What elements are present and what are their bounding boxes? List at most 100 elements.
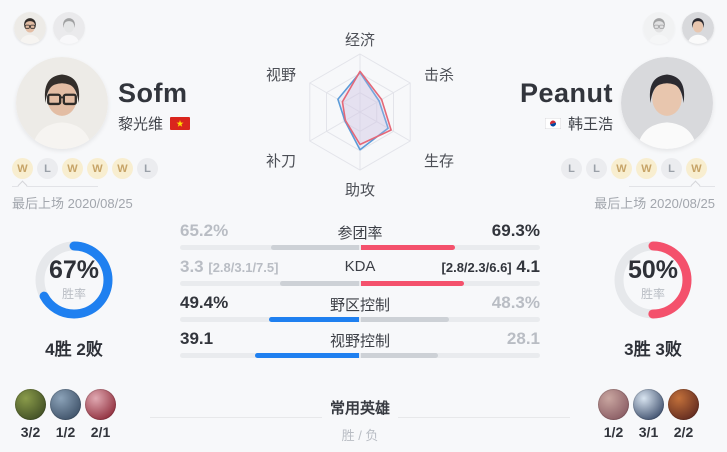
stat-right-value: [2.8/2.3/6.6] 4.1	[441, 257, 540, 276]
champion-item: 2/2	[668, 389, 699, 440]
loss-badge[interactable]: L	[586, 158, 607, 179]
player-thumb-inactive[interactable]	[53, 12, 85, 44]
win-badge[interactable]: W	[12, 158, 33, 179]
common-champions-title: 常用英雄	[329, 400, 390, 417]
stat-right-value: 69.3%	[491, 221, 540, 240]
loss-badge[interactable]: L	[137, 158, 158, 179]
win-badge[interactable]: W	[686, 158, 707, 179]
stat-bar-right	[361, 281, 464, 286]
record-left: 4胜 2败	[45, 340, 103, 359]
champion-3-icon[interactable]	[85, 389, 116, 420]
stat-bar-track	[180, 317, 540, 322]
player-name-right: Peanut	[519, 78, 613, 108]
divider	[150, 417, 322, 418]
stat-right-value: 48.3%	[491, 293, 540, 312]
korea-flag-icon	[544, 117, 562, 130]
stat-left-value: 49.4%	[180, 293, 229, 312]
record-right: 3胜 3败	[624, 340, 682, 359]
svg-text:生存: 生存	[424, 153, 454, 170]
player-thumb-inactive[interactable]	[643, 12, 675, 44]
donut-value-arc	[614, 241, 692, 319]
last-played-date: 2020/08/25	[649, 196, 715, 211]
champion-item: 2/1	[85, 389, 116, 440]
svg-text:补刀: 补刀	[266, 153, 296, 170]
player-info-left: Sofm 黎光维	[118, 79, 191, 134]
caret-marker	[690, 180, 701, 191]
stat-row-team-fight-rate: 参团率 65.2% 69.3%	[180, 221, 540, 250]
svg-text:助攻: 助攻	[345, 182, 375, 199]
champion-2-icon[interactable]	[50, 389, 81, 420]
champion-score: 3/1	[638, 424, 659, 440]
player-photo-right	[621, 57, 713, 149]
champion-score: 2/2	[673, 424, 694, 440]
stat-label: 视野控制	[329, 333, 390, 350]
stat-left-value: 65.2%	[180, 221, 229, 240]
last-played-date: 2020/08/25	[67, 196, 133, 211]
svg-text:击杀: 击杀	[424, 67, 454, 84]
last-played-label: 最后上场	[12, 196, 65, 211]
stat-label: 野区控制	[329, 297, 390, 314]
last-played-left: 最后上场 2020/08/25	[12, 193, 133, 212]
win-badge[interactable]: W	[87, 158, 108, 179]
winrate-donut-left: 67% 胜率	[32, 238, 116, 322]
stat-bar-left	[271, 245, 359, 250]
svg-text:经济: 经济	[345, 32, 375, 49]
winrate-donut-right: 50% 胜率	[611, 238, 695, 322]
stat-left-value: 39.1	[180, 329, 214, 348]
champion-1-icon[interactable]	[15, 389, 46, 420]
stat-label: 参团率	[337, 225, 383, 242]
loss-badge[interactable]: L	[661, 158, 682, 179]
divider	[398, 417, 570, 418]
champions-right: 1/2 3/1 2/2	[598, 389, 699, 440]
win-badge[interactable]: W	[62, 158, 83, 179]
stat-bar-right	[361, 317, 449, 322]
champion-4-icon[interactable]	[598, 389, 629, 420]
win-badge[interactable]: W	[611, 158, 632, 179]
common-champions-header: 常用英雄 胜 / 负	[303, 397, 417, 444]
player-thumb-active[interactable]	[682, 12, 714, 44]
champion-item: 1/2	[598, 389, 629, 440]
winrate-label: 胜率	[640, 287, 665, 301]
player-photo-left	[16, 57, 108, 149]
stat-row-jungle-control: 野区控制 49.4% 48.3%	[180, 293, 540, 322]
stat-left-value: 3.3 [2.8/3.1/7.5]	[180, 257, 279, 276]
loss-badge[interactable]: L	[561, 158, 582, 179]
champion-5-icon[interactable]	[633, 389, 664, 420]
stat-right-value: 28.1	[506, 329, 540, 348]
champion-item: 3/2	[15, 389, 46, 440]
champion-item: 3/1	[633, 389, 664, 440]
results-axis-right	[629, 180, 715, 191]
stat-bar-right	[361, 245, 455, 250]
champions-left: 3/2 1/2 2/1	[15, 389, 116, 440]
champion-score: 2/1	[90, 424, 111, 440]
winrate-percent-left: 67%	[48, 256, 100, 284]
win-badge[interactable]: W	[636, 158, 657, 179]
stat-bar-left	[269, 317, 359, 322]
stat-bar-left	[255, 353, 359, 358]
player-info-right: Peanut 韩王浩	[520, 79, 613, 134]
radar-chart: 经济击杀生存助攻 补刀 视野	[242, 16, 478, 200]
results-axis-left	[12, 180, 98, 191]
last-played-label: 最后上场	[594, 196, 647, 211]
loss-badge[interactable]: L	[37, 158, 58, 179]
stat-bar-track	[180, 281, 540, 286]
winrate-label: 胜率	[61, 287, 86, 301]
stat-row-vision-control: 视野控制 39.1 28.1	[180, 329, 540, 358]
stat-bar-track	[180, 353, 540, 358]
svg-text:视野: 视野	[266, 67, 296, 84]
mini-avatars-right	[643, 12, 714, 44]
player-thumb-active[interactable]	[14, 12, 46, 44]
champion-6-icon[interactable]	[668, 389, 699, 420]
win-badge[interactable]: W	[112, 158, 133, 179]
donut-value-arc	[35, 241, 113, 319]
stat-bar-right	[361, 353, 438, 358]
stat-bar-track	[180, 245, 540, 250]
stat-label: KDA	[344, 258, 376, 275]
stats-list: 参团率 65.2% 69.3% KDA 3.3 [2.8/3.1/7.5] [2.8/2.…	[180, 221, 540, 358]
champion-item: 1/2	[50, 389, 81, 440]
stat-bar-left	[280, 281, 359, 286]
vietnam-flag-icon	[170, 117, 191, 130]
